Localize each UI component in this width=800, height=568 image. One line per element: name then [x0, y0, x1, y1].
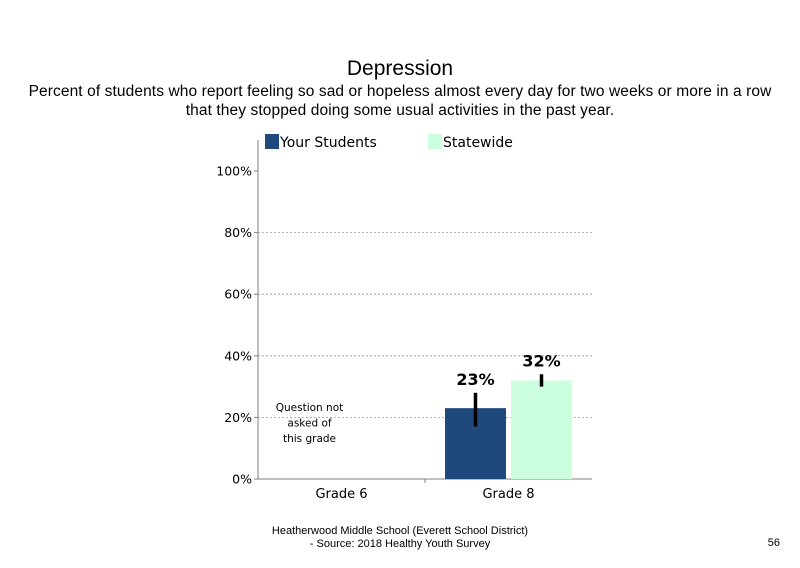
footer-source: Heatherwood Middle School (Everett Schoo…	[200, 525, 600, 551]
y-tick-label: 100%	[216, 164, 252, 179]
data-label: 23%	[456, 370, 494, 389]
footer-line-source: - Source: 2018 Healthy Youth Survey	[309, 538, 491, 550]
legend-swatch	[265, 134, 279, 149]
page-number: 56	[767, 537, 780, 549]
chart-subtitle: Percent of students who report feeling s…	[28, 83, 772, 119]
y-tick-label: 20%	[224, 410, 252, 425]
data-label: 32%	[522, 351, 560, 370]
y-tick-label: 0%	[232, 472, 252, 487]
y-tick-label: 80%	[224, 225, 252, 240]
y-tick-label: 60%	[224, 287, 252, 302]
legend-swatch	[428, 134, 442, 149]
y-tick-label: 40%	[224, 348, 252, 363]
annotation-text: Question not	[276, 402, 344, 414]
annotation-text: asked of	[287, 418, 331, 430]
legend-label: Statewide	[443, 135, 513, 151]
legend-label: Your Students	[279, 135, 377, 151]
footer-line-school: Heatherwood Middle School (Everett Schoo…	[271, 525, 529, 537]
x-tick-label: Grade 8	[482, 487, 534, 502]
x-tick-label: Grade 6	[315, 487, 367, 502]
annotation-text: this grade	[283, 433, 336, 445]
chart-title: Depression	[346, 57, 454, 80]
bar	[511, 380, 572, 479]
